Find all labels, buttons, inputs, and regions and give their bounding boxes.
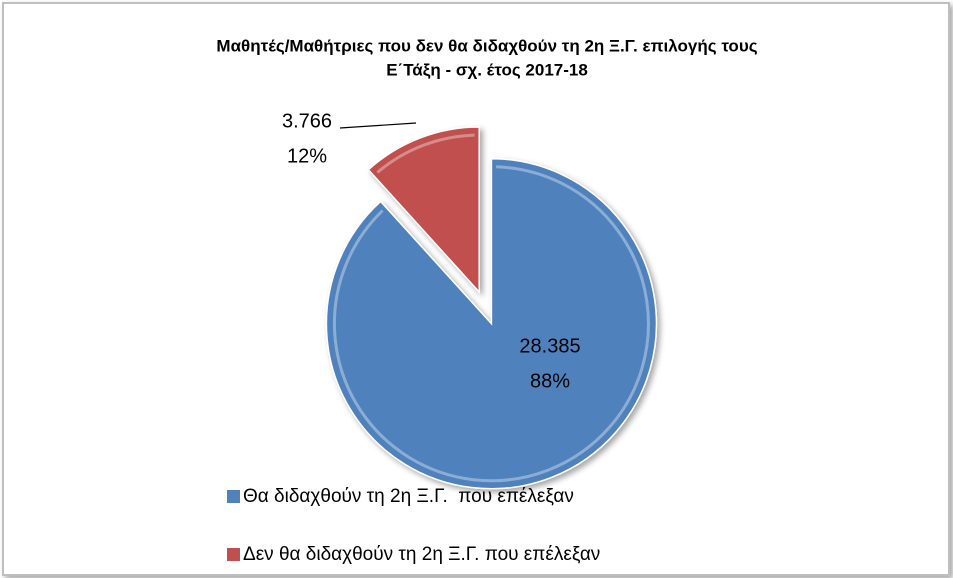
pie-slice xyxy=(325,157,658,490)
legend-swatch xyxy=(227,548,240,561)
legend-label: Δεν θα διδαχθούν τη 2η Ξ.Γ. που επέλεξαν xyxy=(243,544,600,565)
percent-label: 88% xyxy=(530,370,570,392)
chart-title: Μαθητές/Μαθήτριες που δεν θα διδαχθούν τ… xyxy=(216,36,757,55)
legend-swatch xyxy=(227,490,240,503)
pie-slice xyxy=(367,126,480,294)
legend-label: Θα διδαχθούν τη 2η Ξ.Γ. που επέλεξαν xyxy=(243,486,574,507)
leader-line xyxy=(339,122,417,129)
value-label: 28.385 xyxy=(519,335,580,357)
value-label: 3.766 xyxy=(282,110,332,132)
chart-subtitle: Ε΄Τάξη - σχ. έτος 2017-18 xyxy=(386,60,588,79)
slice-bevel xyxy=(376,133,475,174)
percent-label: 12% xyxy=(287,145,327,167)
slice-bevel xyxy=(332,165,650,483)
